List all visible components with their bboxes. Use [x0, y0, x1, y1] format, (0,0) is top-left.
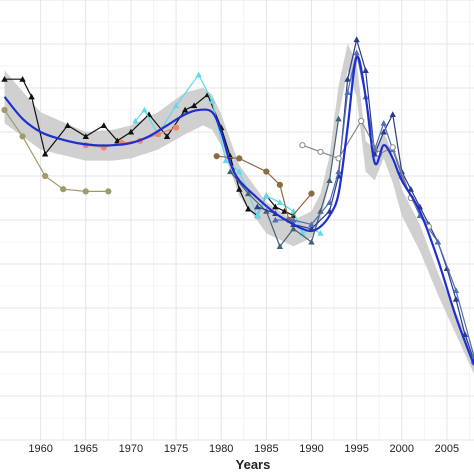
data-point — [308, 238, 315, 245]
data-point — [335, 115, 342, 122]
data-point — [28, 93, 35, 100]
data-point — [245, 205, 252, 212]
data-point — [263, 192, 270, 199]
data-point — [317, 148, 324, 155]
data-point — [127, 128, 135, 135]
data-point — [141, 106, 148, 113]
x-tick-label: 2000 — [390, 443, 414, 455]
data-point — [335, 168, 342, 175]
data-point — [326, 177, 333, 183]
x-tick-label: 1980 — [209, 443, 233, 455]
data-point — [344, 76, 351, 82]
x-tick-label: 1985 — [254, 443, 278, 455]
data-point — [389, 111, 396, 117]
data-point — [1, 76, 8, 82]
x-tick-label: 1960 — [28, 443, 52, 455]
data-point — [181, 106, 189, 113]
data-point — [19, 133, 26, 140]
data-point — [470, 353, 474, 359]
data-point — [236, 168, 243, 175]
data-point — [208, 98, 216, 104]
data-point — [276, 243, 284, 249]
data-point — [353, 36, 360, 43]
data-point — [263, 208, 270, 214]
data-point — [64, 122, 71, 128]
series-line — [134, 73, 321, 235]
series-line — [4, 109, 109, 192]
data-point — [276, 181, 283, 188]
trend-curve — [3, 55, 474, 366]
data-point — [60, 186, 67, 193]
data-point — [281, 208, 288, 214]
data-point — [114, 137, 121, 144]
data-point — [353, 49, 360, 56]
data-point — [82, 133, 89, 139]
grid — [0, 0, 474, 441]
data-point — [213, 153, 220, 160]
data-point — [172, 102, 180, 109]
data-point — [272, 203, 279, 210]
data-point — [389, 144, 396, 151]
data-point — [195, 71, 202, 78]
data-point — [163, 133, 171, 139]
x-axis-title: Years — [236, 457, 271, 472]
x-axis: 1960 1965 1970 1975 1980 1985 1990 1995 2000 2005 — [28, 443, 459, 455]
data-point — [190, 102, 198, 109]
x-tick-label: 2005 — [435, 443, 459, 455]
data-point — [308, 190, 315, 197]
data-point — [326, 199, 333, 205]
data-point — [222, 157, 229, 164]
x-tick-label: 1965 — [74, 443, 98, 455]
data-point — [254, 212, 261, 219]
data-point — [452, 287, 460, 293]
data-point — [1, 106, 8, 114]
data-point — [272, 216, 279, 223]
data-point — [245, 190, 252, 197]
data-point — [380, 120, 387, 126]
data-point — [236, 155, 243, 162]
data-point — [19, 76, 26, 82]
trend-line — [3, 55, 474, 366]
data-point — [434, 238, 442, 245]
data-point — [100, 122, 108, 128]
data-point — [308, 221, 315, 227]
data-point — [132, 117, 139, 124]
data-point — [335, 155, 342, 162]
data-point — [276, 199, 284, 205]
data-point — [254, 203, 261, 210]
series-4 — [213, 153, 315, 224]
series-5 — [227, 115, 342, 249]
data-point — [41, 150, 49, 157]
data-point — [358, 117, 365, 125]
data-point — [290, 225, 297, 232]
data-point — [452, 296, 460, 302]
x-tick-label: 1975 — [164, 443, 188, 455]
x-tick-label: 1995 — [344, 443, 368, 455]
data-point — [344, 89, 351, 95]
series-1 — [1, 106, 112, 195]
data-point — [105, 188, 112, 195]
data-point — [317, 230, 324, 236]
data-point — [42, 172, 49, 180]
x-tick-label: 1990 — [299, 443, 323, 455]
data-point — [263, 168, 270, 175]
x-tick-label: 1970 — [119, 443, 143, 455]
data-point — [362, 67, 369, 73]
data-point — [299, 142, 306, 149]
data-point — [172, 124, 180, 131]
series-line — [216, 155, 312, 222]
data-point — [236, 186, 243, 192]
data-point — [227, 168, 234, 175]
data-point — [380, 128, 387, 135]
data-point — [290, 216, 297, 223]
data-point — [407, 186, 414, 192]
data-point — [82, 188, 89, 195]
